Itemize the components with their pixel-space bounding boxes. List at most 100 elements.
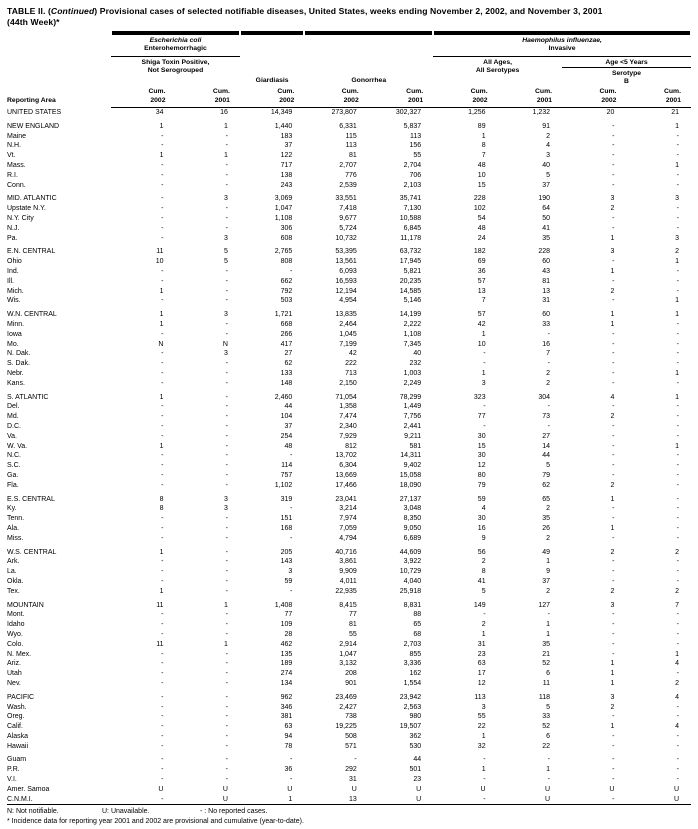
value-cell: - — [612, 403, 615, 411]
value-cell: 1 — [675, 442, 679, 450]
value-cell: 13,669 — [335, 471, 357, 479]
giardiasis-header: Giardiasis — [255, 77, 289, 85]
table-row: Ohio 10 5 808 13,561 17,945 69 60 - 1 — [7, 257, 691, 267]
value-cell: 717 — [280, 162, 293, 170]
value-cell: 1,047 — [339, 650, 357, 658]
reporting-area-cell: Mich. — [7, 287, 24, 295]
value-cell: - — [676, 713, 679, 721]
value-cell: 3 — [481, 703, 486, 711]
value-cell: 2 — [546, 132, 551, 140]
value-cell: 1 — [481, 370, 486, 377]
table-row: Tenn. - - 151 7,974 8,350 30 35 - - — [7, 514, 691, 524]
value-cell: - — [161, 452, 164, 460]
value-cell: 12,194 — [335, 287, 357, 295]
value-cell: 1 — [546, 766, 551, 774]
value-cell: - — [225, 205, 228, 213]
value-cell: 8 — [159, 495, 164, 503]
value-cell: - — [225, 660, 228, 668]
value-cell: 5,821 — [403, 268, 422, 276]
value-cell: 5,724 — [339, 224, 357, 232]
gonorrhea-header: Gonorrhea — [351, 77, 387, 85]
value-cell: 254 — [280, 432, 293, 440]
value-cell: 4,011 — [339, 577, 357, 585]
value-cell: 1 — [610, 268, 615, 276]
value-cell: 50 — [542, 215, 551, 223]
value-cell: 304 — [538, 393, 551, 401]
table-row: V.I. - - - 31 23 - - - - — [7, 775, 691, 785]
value-cell: 33 — [542, 321, 551, 329]
value-cell: 27,137 — [399, 495, 422, 503]
value-cell: - — [161, 558, 164, 566]
value-cell: 24 — [477, 234, 486, 242]
value-cell: - — [161, 660, 164, 668]
value-cell: 1,449 — [403, 403, 422, 411]
value-cell: - — [161, 481, 164, 489]
reporting-area-cell: Wash. — [7, 703, 27, 711]
value-cell: - — [612, 379, 615, 387]
value-cell: - — [676, 742, 679, 750]
value-cell: - — [225, 142, 228, 150]
value-cell: - — [676, 630, 679, 638]
reporting-area-cell: N.C. — [7, 452, 21, 460]
value-cell: - — [225, 393, 228, 401]
value-cell: 20 — [606, 109, 615, 117]
table-row: E.N. CENTRAL 11 5 2,765 53,395 63,732 182 228 3 2 — [7, 247, 691, 257]
value-cell: 30 — [477, 452, 486, 460]
value-cell: 16 — [477, 524, 486, 532]
table-row: MID. ATLANTIC - 3 3,069 33,551 35,741 228 190 3 3 — [7, 194, 691, 204]
reporting-area-cell: W.S. CENTRAL — [7, 548, 57, 556]
value-cell: 42 — [348, 350, 357, 358]
value-cell: 59 — [477, 495, 486, 503]
value-cell: 156 — [409, 142, 422, 150]
value-cell: 12 — [477, 679, 486, 687]
value-cell: 2,563 — [403, 703, 422, 711]
gonorrhea-cum-2002-header: Cum. 2002 — [304, 86, 369, 109]
value-cell: 2 — [546, 534, 551, 542]
value-cell: - — [612, 515, 615, 523]
value-cell: - — [612, 181, 615, 189]
value-cell: - — [161, 403, 164, 411]
value-cell: 1 — [675, 650, 679, 658]
hflu-group-header: Haemophilus influenzae, Invasive — [433, 35, 691, 57]
table-row: C.N.M.I. - U 1 13 U - U - U — [7, 794, 691, 806]
value-cell: 162 — [409, 670, 422, 678]
value-cell: 65 — [413, 621, 422, 629]
value-cell: 40,716 — [335, 548, 357, 556]
gonorrhea-bar-cell — [304, 31, 433, 35]
value-cell: 27 — [542, 432, 551, 440]
value-cell: 23 — [413, 776, 422, 784]
value-cell: - — [161, 181, 164, 189]
value-cell: 7,345 — [403, 340, 422, 348]
value-cell: 792 — [280, 287, 293, 295]
value-cell: 2 — [546, 587, 551, 595]
value-cell: 52 — [542, 660, 551, 668]
value-cell: - — [225, 742, 228, 750]
value-cell: - — [161, 679, 164, 687]
value-cell: 35 — [542, 234, 551, 242]
value-cell: 7,756 — [403, 413, 422, 421]
value-cell: - — [676, 340, 679, 348]
value-cell: 17 — [477, 670, 486, 678]
value-cell: - — [161, 422, 164, 430]
value-cell: 1 — [481, 766, 486, 774]
value-cell: U — [158, 785, 164, 793]
value-cell: 1 — [675, 311, 679, 319]
value-cell: 1 — [224, 640, 228, 648]
value-cell: 1 — [610, 660, 615, 668]
value-cell: 11 — [156, 601, 164, 609]
value-cell: 1 — [610, 524, 615, 532]
table-row: UNITED STATES 34 16 14,349 273,807 302,327 1,2… — [7, 108, 691, 118]
value-cell: 44 — [284, 403, 293, 411]
giardiasis-group-bar — [240, 31, 304, 35]
value-cell: 7 — [675, 601, 679, 609]
value-cell: 2 — [610, 703, 615, 711]
value-cell: 5 — [481, 587, 486, 595]
value-cell: - — [676, 432, 679, 440]
value-cell: - — [161, 370, 164, 377]
value-cell: 7,199 — [339, 340, 357, 348]
value-cell: - — [676, 205, 679, 213]
value-cell: - — [289, 756, 293, 764]
value-cell: 62 — [542, 481, 551, 489]
ecoli-group-bar — [112, 31, 239, 35]
value-cell: - — [225, 277, 228, 285]
